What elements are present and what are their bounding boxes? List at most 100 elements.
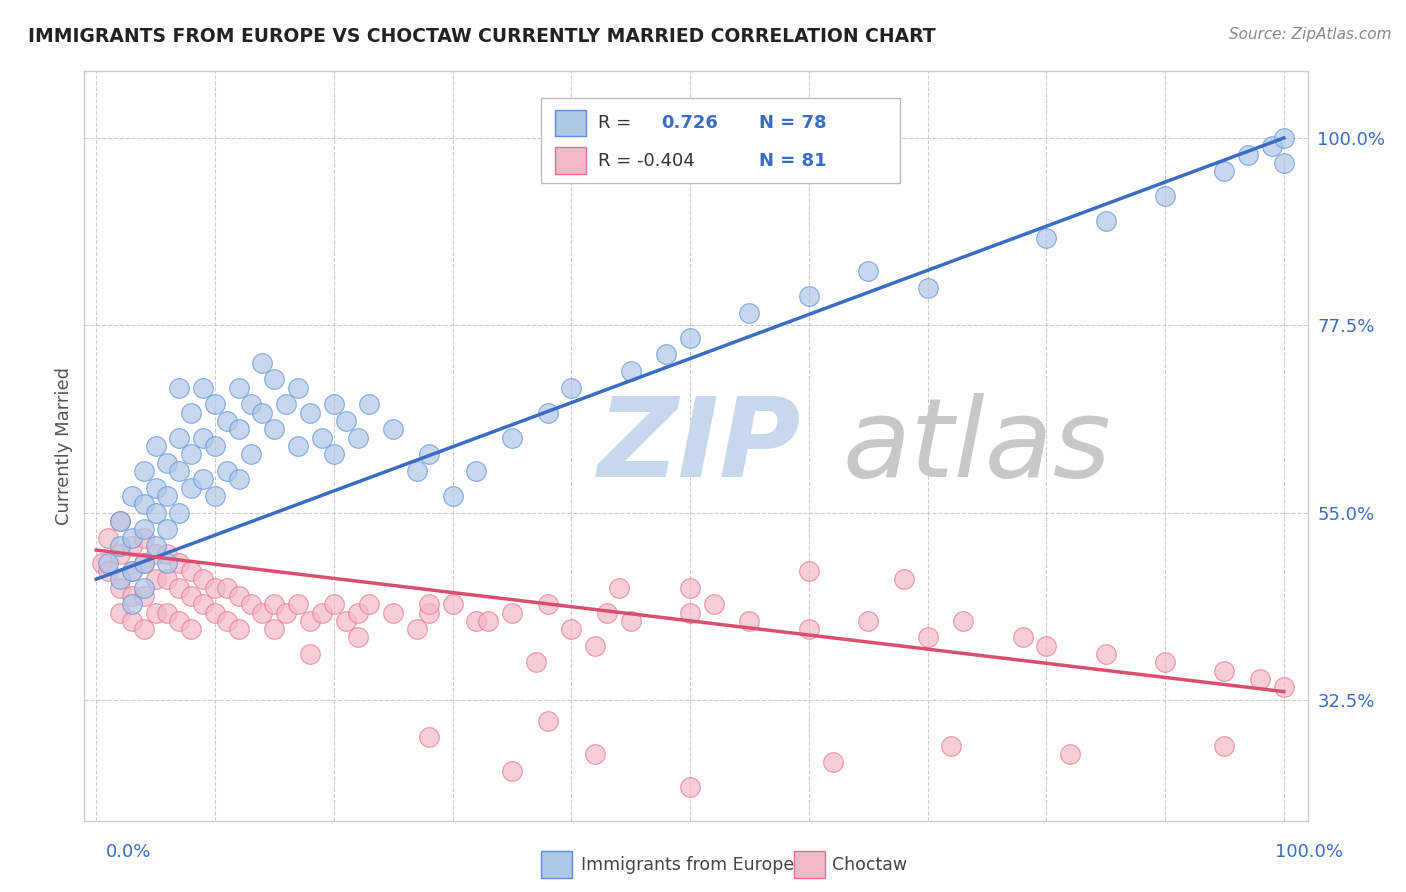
- Point: [536, 714, 558, 728]
- Point: [465, 464, 488, 478]
- Point: [298, 647, 321, 661]
- Point: [252, 356, 274, 370]
- Point: [917, 631, 939, 645]
- Point: [121, 597, 143, 611]
- Point: [239, 447, 262, 461]
- Point: [359, 397, 381, 411]
- Point: [1213, 664, 1236, 678]
- Point: [156, 606, 179, 620]
- Point: [738, 614, 761, 628]
- Point: [156, 547, 179, 561]
- Point: [893, 572, 915, 586]
- Point: [132, 531, 155, 545]
- Point: [215, 414, 238, 428]
- Point: [91, 556, 114, 570]
- Point: [524, 656, 547, 670]
- Point: [121, 539, 143, 553]
- Point: [204, 581, 226, 595]
- Point: [156, 489, 179, 503]
- Point: [679, 331, 702, 345]
- Point: [169, 464, 191, 478]
- Point: [228, 472, 250, 486]
- Point: [1272, 156, 1295, 170]
- Point: [145, 506, 167, 520]
- Point: [406, 464, 429, 478]
- Point: [156, 456, 179, 470]
- Point: [263, 372, 285, 386]
- Point: [180, 406, 202, 420]
- Point: [263, 622, 285, 636]
- Point: [703, 597, 725, 611]
- Point: [228, 381, 250, 395]
- Point: [263, 422, 285, 436]
- Point: [322, 597, 344, 611]
- Point: [536, 597, 558, 611]
- Point: [1094, 647, 1116, 661]
- Point: [797, 289, 820, 303]
- Point: [1237, 147, 1260, 161]
- Point: [239, 597, 262, 611]
- Text: R =: R =: [598, 114, 637, 132]
- Point: [465, 614, 488, 628]
- Point: [156, 522, 179, 536]
- Point: [596, 606, 619, 620]
- Text: ZIP: ZIP: [598, 392, 801, 500]
- Point: [311, 606, 333, 620]
- Point: [121, 564, 143, 578]
- Point: [1059, 747, 1081, 761]
- Point: [501, 764, 523, 778]
- Point: [418, 606, 440, 620]
- Point: [952, 614, 974, 628]
- Text: N = 78: N = 78: [759, 114, 827, 132]
- Point: [418, 447, 440, 461]
- Point: [346, 631, 368, 645]
- Point: [169, 556, 191, 570]
- Point: [108, 514, 131, 528]
- Point: [679, 780, 702, 795]
- Point: [180, 564, 202, 578]
- Point: [418, 597, 440, 611]
- Point: [382, 422, 405, 436]
- Point: [287, 381, 309, 395]
- Point: [228, 589, 250, 603]
- Point: [191, 572, 214, 586]
- Point: [276, 397, 298, 411]
- Point: [132, 589, 155, 603]
- Point: [797, 564, 820, 578]
- Text: N = 81: N = 81: [759, 152, 827, 169]
- Point: [441, 489, 464, 503]
- Point: [1035, 231, 1057, 245]
- Point: [941, 739, 963, 753]
- Point: [121, 489, 143, 503]
- Point: [132, 497, 155, 511]
- Point: [1011, 631, 1033, 645]
- Point: [322, 397, 344, 411]
- Point: [382, 606, 405, 620]
- Point: [287, 597, 309, 611]
- Point: [204, 606, 226, 620]
- Point: [560, 622, 582, 636]
- Point: [917, 281, 939, 295]
- Point: [501, 431, 523, 445]
- Point: [108, 572, 131, 586]
- Point: [1154, 189, 1177, 203]
- Point: [583, 639, 606, 653]
- Point: [145, 606, 167, 620]
- Point: [191, 597, 214, 611]
- Point: [679, 581, 702, 595]
- Text: Choctaw: Choctaw: [832, 856, 907, 874]
- Point: [132, 556, 155, 570]
- Point: [121, 531, 143, 545]
- Point: [1035, 639, 1057, 653]
- Point: [156, 572, 179, 586]
- Point: [228, 622, 250, 636]
- Point: [169, 506, 191, 520]
- Point: [607, 581, 630, 595]
- Point: [215, 614, 238, 628]
- Point: [298, 406, 321, 420]
- Point: [335, 414, 357, 428]
- Point: [132, 581, 155, 595]
- Point: [204, 439, 226, 453]
- Point: [583, 747, 606, 761]
- Point: [169, 614, 191, 628]
